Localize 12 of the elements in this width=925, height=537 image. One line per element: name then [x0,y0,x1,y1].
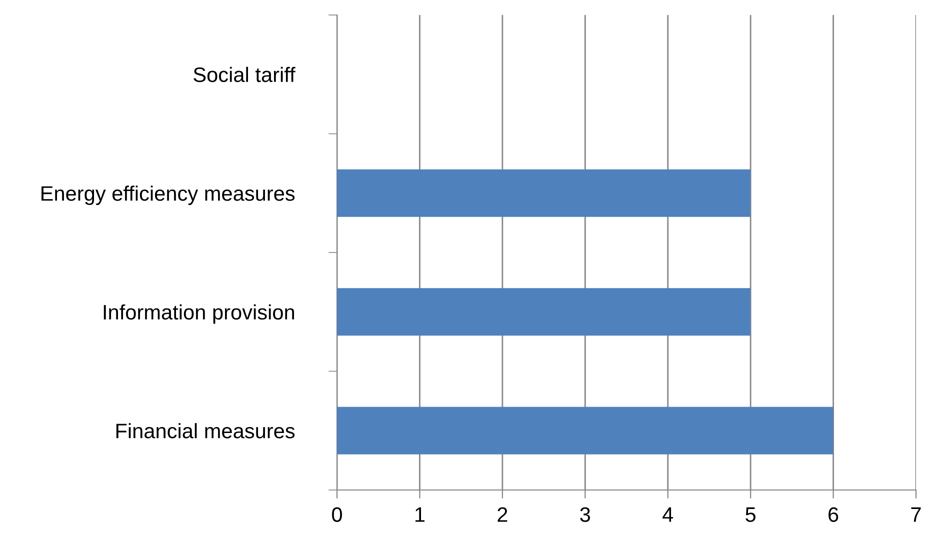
y-tick-label: Information provision [104,304,294,324]
y-tick-label: Financial measures [116,423,295,438]
y-tick-label: Energy efficiency measures [42,186,295,205]
x-tick-label: 2 [498,507,508,522]
y-tick-label: Social tariff [194,66,296,82]
x-tick-label: 0 [332,507,342,522]
x-tick-label: 1 [416,507,424,522]
x-tick-label: 3 [580,507,590,522]
x-tick-label: 6 [828,507,838,522]
x-tick-label: 7 [911,507,921,522]
x-tick-label: 5 [746,507,756,522]
x-tick-label: 4 [662,507,674,522]
